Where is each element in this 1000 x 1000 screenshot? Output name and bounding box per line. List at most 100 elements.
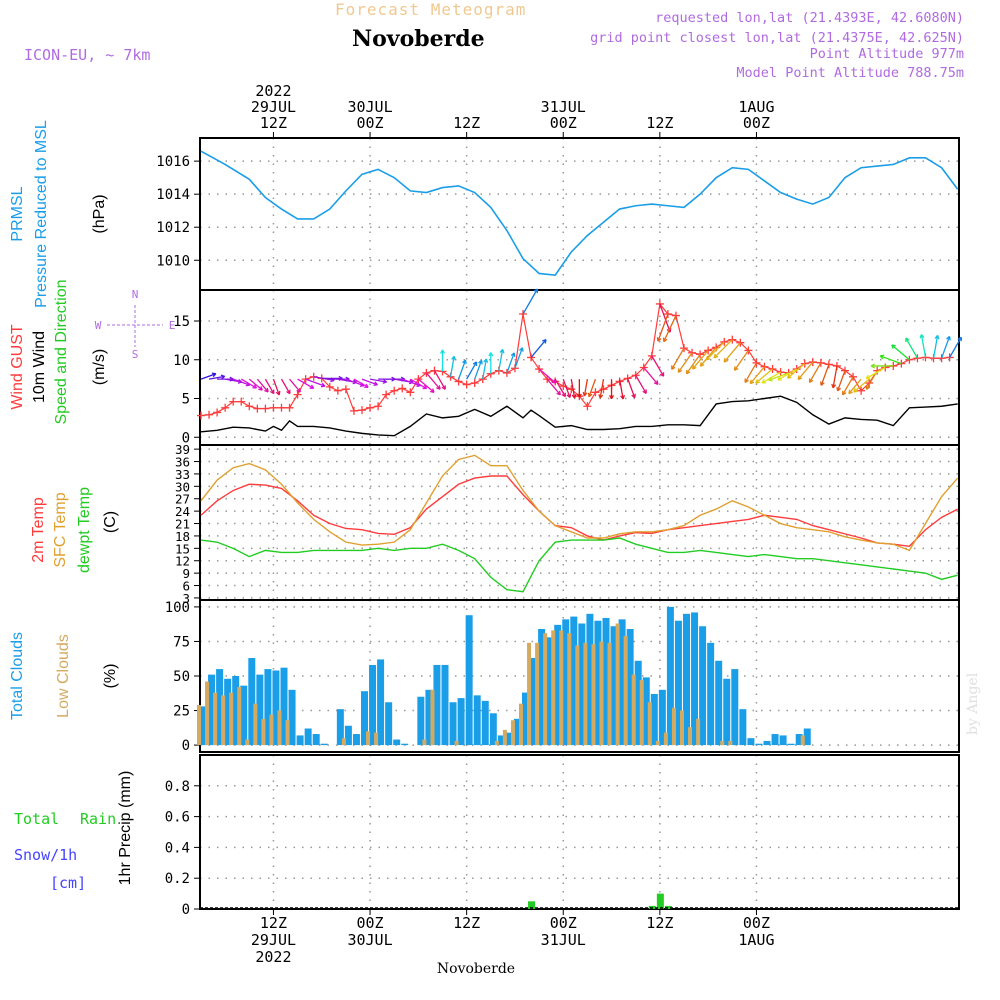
x-tick-label-bottom: 29JUL — [251, 931, 296, 949]
wind-arrow-head — [382, 379, 388, 384]
wind-arrow — [514, 347, 524, 369]
gust-marker — [197, 411, 205, 420]
wind-arrow — [879, 354, 902, 365]
pressure-title-line1: PRMSL — [9, 186, 26, 241]
low-cloud-bar — [269, 714, 274, 746]
y-tick-label: 75 — [173, 634, 190, 650]
wind-arrow — [530, 338, 547, 358]
wind-arrow-shaft — [256, 378, 269, 393]
wind-arrow-shaft — [305, 378, 326, 387]
wind-arrow — [272, 378, 281, 396]
total-cloud-bar — [602, 617, 610, 746]
low-cloud-bar — [696, 718, 701, 746]
low-cloud-bar — [583, 642, 588, 746]
wind-arrow — [538, 368, 557, 384]
low-clouds-label: Low Clouds — [55, 634, 72, 718]
total-cloud-bar — [489, 713, 497, 746]
wind-speed-dir-label: Speed and Direction — [53, 280, 70, 425]
total-cloud-bar — [377, 659, 385, 746]
total-cloud-bar — [248, 658, 256, 746]
wind-arrow-head — [309, 384, 315, 390]
total-cloud-bar — [522, 692, 529, 746]
total-cloud-bar — [280, 667, 288, 746]
total-cloud-bar — [570, 616, 578, 746]
total-cloud-bar — [771, 734, 779, 746]
clouds-ylabel: (%) — [102, 664, 119, 689]
low-cloud-bar — [366, 731, 371, 746]
low-cloud-bar — [535, 642, 540, 746]
wind-arrow-head — [691, 364, 697, 370]
compass-w: W — [95, 319, 102, 332]
gust-marker — [245, 402, 254, 411]
wind-arrow — [546, 378, 561, 396]
panel-frame-temperature — [199, 444, 960, 601]
x-tick-label-top: 12Z — [646, 114, 673, 132]
wind-arrow-head — [659, 372, 665, 377]
wind-arrow-shaft — [409, 378, 427, 390]
wind-arrow — [280, 378, 291, 395]
wind-arrow — [699, 346, 717, 367]
total-cloud-bar — [312, 734, 320, 746]
total-cloud-bar — [530, 658, 538, 746]
wind-arrow — [733, 350, 749, 371]
y-tick-label: 0 — [182, 738, 190, 754]
low-cloud-bar — [631, 674, 636, 746]
low-cloud-bar — [551, 630, 556, 746]
panel-frame-precip — [199, 754, 960, 910]
total-cloud-bar — [224, 678, 232, 746]
wind-arrow-shaft — [713, 339, 733, 359]
wind-arrow-shaft — [848, 378, 862, 395]
wind-arrow-shaft — [787, 363, 806, 379]
y-tick-label: 0 — [182, 430, 190, 446]
temp-sfc-label: SFC Temp — [52, 492, 69, 567]
wind-arrow-head — [472, 361, 478, 366]
location-title: Novoberde — [352, 26, 485, 52]
gust-line — [200, 302, 950, 417]
bottom-location-label: Novoberde — [437, 961, 515, 977]
wind-arrow-shaft — [651, 355, 665, 377]
y-tick-label: 25 — [173, 704, 190, 720]
total-cloud-bar — [538, 629, 546, 746]
wind-arrow-head — [286, 389, 291, 395]
total-rain-label-1: Total — [14, 810, 59, 828]
x-tick-label-top: 1AUG — [738, 98, 774, 116]
total-cloud-bar — [634, 660, 642, 746]
wind-arrow-head — [723, 357, 729, 363]
wind-arrow-head — [946, 335, 951, 341]
wind-arrow-head — [620, 395, 626, 400]
wind-arrow — [482, 358, 489, 380]
wind-arrow-shaft — [208, 375, 225, 380]
temp-2m-label: 2m Temp — [30, 497, 47, 563]
wind-arrow-shaft — [554, 378, 566, 397]
total-cloud-bar — [755, 743, 763, 746]
wind-arrow-head — [462, 359, 467, 365]
wind-arrow — [506, 352, 516, 374]
wind-arrow-shaft — [482, 358, 487, 380]
x-tick-label-bottom: 00Z — [550, 914, 577, 932]
gust-marker — [333, 386, 342, 395]
x-tick-label-top: 00Z — [357, 114, 384, 132]
wind-arrow — [598, 379, 605, 399]
low-cloud-bar — [253, 703, 258, 746]
wind-arrow-head — [957, 336, 962, 342]
wind-arrow-head — [934, 334, 940, 340]
wind-arrow — [587, 378, 597, 398]
wind-arrow-head — [510, 352, 516, 357]
wind-arrow — [940, 335, 951, 359]
wind-arrow-shaft — [599, 379, 605, 399]
gust-marker — [261, 404, 270, 413]
total-cloud-bar — [497, 735, 505, 746]
low-cloud-bar — [341, 738, 346, 746]
low-cloud-bar — [502, 729, 507, 746]
total-cloud-bar — [417, 696, 425, 746]
total-cloud-bar — [554, 624, 562, 746]
wind-arrow — [819, 364, 830, 386]
wind-arrow — [777, 368, 798, 381]
total-cloud-bar — [320, 743, 328, 746]
y-tick-label: 1012 — [156, 220, 190, 236]
low-cloud-bar — [639, 680, 644, 746]
low-cloud-bar — [543, 633, 548, 746]
wind-arrow — [685, 353, 701, 375]
wind-arrow — [808, 362, 822, 383]
